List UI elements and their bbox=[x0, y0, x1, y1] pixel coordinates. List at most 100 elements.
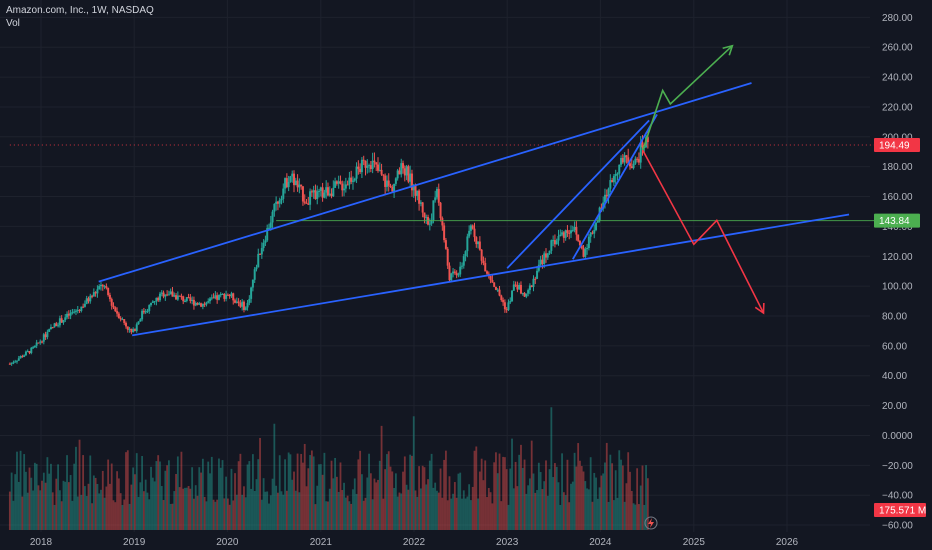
volume-bar bbox=[523, 459, 526, 530]
volume-bar bbox=[248, 461, 251, 530]
candle-body bbox=[294, 180, 297, 186]
candle-body bbox=[493, 282, 496, 287]
volume-bar bbox=[94, 477, 97, 530]
volume-bar bbox=[357, 459, 360, 530]
price-tag-label: 143.84 bbox=[879, 216, 910, 227]
candle-body bbox=[628, 163, 631, 167]
price-tick-label: 120.00 bbox=[882, 252, 913, 263]
volume-bar bbox=[226, 498, 229, 530]
candle-body bbox=[307, 203, 310, 205]
candle-body bbox=[92, 292, 95, 297]
candle-body bbox=[614, 173, 617, 177]
candle-body bbox=[505, 309, 508, 311]
volume-bar bbox=[327, 501, 329, 530]
volume-bar bbox=[166, 465, 169, 530]
candle-body bbox=[310, 191, 313, 193]
candle-body bbox=[616, 173, 619, 175]
candle-body bbox=[91, 295, 94, 297]
candle-body bbox=[486, 271, 489, 274]
symbol-title: Amazon.com, Inc., 1W, NASDAQ bbox=[6, 5, 154, 16]
volume-bar bbox=[536, 490, 538, 530]
volume-bar bbox=[620, 459, 622, 530]
volume-bar bbox=[53, 504, 56, 530]
candle-body bbox=[409, 173, 412, 182]
volume-bar bbox=[352, 489, 354, 530]
trendlines[interactable] bbox=[98, 82, 850, 337]
candle-body bbox=[534, 278, 537, 280]
volume-bar bbox=[91, 503, 93, 530]
candle-body bbox=[469, 225, 472, 231]
candle-body bbox=[580, 245, 583, 249]
volume-bar bbox=[350, 503, 353, 530]
volume-bars bbox=[8, 407, 649, 530]
volume-bar bbox=[423, 467, 426, 530]
candle-body bbox=[309, 191, 312, 205]
volume-bar bbox=[30, 477, 33, 530]
volume-bar bbox=[380, 425, 383, 530]
candle-body bbox=[17, 358, 20, 361]
candle-body bbox=[405, 166, 408, 176]
candle-body bbox=[339, 181, 342, 184]
price-tick-label: 40.00 bbox=[882, 371, 907, 382]
volume-bar bbox=[484, 460, 487, 530]
volume-bar bbox=[557, 482, 560, 530]
price-tag bbox=[874, 138, 920, 153]
candle-body bbox=[196, 302, 199, 305]
volume-bar bbox=[128, 503, 131, 530]
candle-body bbox=[167, 294, 170, 296]
volume-bar bbox=[639, 485, 642, 530]
volume-bar bbox=[470, 500, 472, 530]
candle-body bbox=[217, 295, 220, 300]
candle-body bbox=[396, 170, 399, 179]
candle-body bbox=[341, 183, 344, 191]
volume-bar bbox=[418, 466, 421, 530]
candle-body bbox=[116, 311, 119, 314]
volume-bar bbox=[598, 487, 601, 530]
volume-bar bbox=[262, 478, 265, 530]
volume-bar bbox=[28, 467, 31, 530]
volume-bar bbox=[184, 487, 186, 530]
candle-body bbox=[334, 181, 337, 188]
volume-bar bbox=[412, 416, 415, 530]
volume-bar bbox=[507, 504, 510, 530]
volume-bar bbox=[643, 504, 646, 530]
volume-bar bbox=[309, 455, 311, 530]
volume-bar bbox=[339, 462, 342, 530]
candle-body bbox=[94, 292, 97, 294]
candle-body bbox=[586, 248, 589, 250]
volume-bar bbox=[393, 488, 395, 530]
volume-bar bbox=[629, 471, 631, 530]
volume-bar bbox=[489, 492, 492, 530]
candle-body bbox=[557, 236, 560, 241]
candle-body bbox=[491, 280, 494, 283]
projection-arrows[interactable] bbox=[641, 44, 765, 315]
volume-bar bbox=[237, 461, 240, 530]
candle-body bbox=[216, 295, 219, 300]
volume-bar bbox=[566, 459, 569, 530]
price-tick-label: 280.00 bbox=[882, 13, 913, 24]
time-tick-label: 2022 bbox=[403, 537, 426, 548]
volume-bar bbox=[419, 488, 422, 530]
candle-body bbox=[98, 286, 101, 290]
volume-bar bbox=[164, 470, 167, 530]
volume-bar bbox=[196, 495, 199, 530]
candle-body bbox=[37, 342, 40, 344]
candle-body bbox=[423, 212, 426, 218]
volume-bar bbox=[411, 455, 413, 530]
candle-body bbox=[35, 342, 38, 346]
candle-body bbox=[139, 319, 142, 322]
volume-bar bbox=[625, 483, 628, 530]
volume-bar bbox=[194, 485, 197, 530]
candle-body bbox=[555, 240, 558, 245]
candle-body bbox=[150, 302, 153, 306]
candle-body bbox=[105, 286, 108, 288]
candle-body bbox=[234, 300, 237, 303]
volume-bar bbox=[328, 488, 331, 530]
time-tick-label: 2019 bbox=[123, 537, 146, 548]
candle-body bbox=[155, 297, 158, 302]
candle-body bbox=[439, 202, 442, 219]
volume-bar bbox=[312, 456, 315, 530]
candle-body bbox=[636, 158, 639, 160]
volume-bar bbox=[335, 476, 338, 530]
